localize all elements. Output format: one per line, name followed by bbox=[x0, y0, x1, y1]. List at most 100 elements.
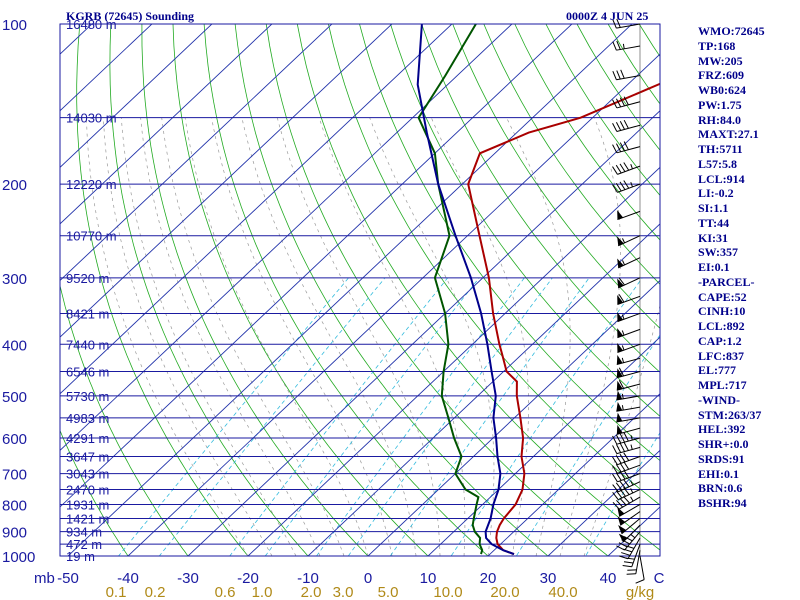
index-item: EHI:0.1 bbox=[698, 466, 740, 481]
isotherm bbox=[60, 24, 513, 451]
isotherm bbox=[547, 449, 660, 556]
moist-adiabat bbox=[86, 117, 249, 556]
index-item: TT:44 bbox=[698, 215, 730, 230]
index-item: KI:31 bbox=[698, 230, 728, 245]
dry-adiabat bbox=[109, 24, 309, 556]
index-item: WB0:624 bbox=[698, 83, 746, 97]
pressure-tick-label: 300 bbox=[2, 271, 27, 288]
isotherm bbox=[60, 24, 273, 225]
wind-barb bbox=[612, 162, 641, 175]
index-item: EI:0.1 bbox=[698, 260, 730, 274]
dry-adiabat bbox=[234, 24, 549, 556]
height-label: 8421 m bbox=[66, 306, 109, 321]
height-label: 1931 m bbox=[66, 497, 109, 512]
temperature-line bbox=[467, 82, 660, 556]
moist-adiabat bbox=[211, 117, 393, 556]
wind-barb bbox=[626, 550, 641, 575]
isotherm bbox=[127, 53, 660, 556]
index-item: LFC:837 bbox=[698, 348, 744, 363]
moist-adiabat bbox=[506, 117, 571, 556]
index-item: RH:84.0 bbox=[698, 112, 741, 127]
pressure-tick-label: 200 bbox=[2, 177, 27, 194]
height-label: 1421 m bbox=[66, 511, 109, 526]
mixing-ratio-line bbox=[389, 277, 590, 556]
wind-barb bbox=[617, 343, 641, 353]
pressure-tick-label: 700 bbox=[2, 467, 27, 484]
wind-barb bbox=[616, 401, 641, 412]
moist-adiabat bbox=[583, 304, 660, 556]
mixing-ratio-line bbox=[347, 277, 553, 556]
wind-barb bbox=[617, 277, 641, 289]
temperature-tick-label: -40 bbox=[117, 570, 139, 587]
index-item: LI:-0.2 bbox=[698, 186, 734, 201]
moist-adiabat bbox=[559, 117, 622, 556]
mixing-ratio-tick-label: 0.1 bbox=[106, 584, 127, 600]
mixing-ratio-line bbox=[316, 277, 525, 556]
index-item: MAXT:27.1 bbox=[698, 127, 759, 142]
wind-barb bbox=[612, 18, 641, 29]
wind-barb bbox=[616, 355, 641, 365]
parcel-line bbox=[416, 24, 515, 556]
index-item: FRZ:609 bbox=[698, 68, 744, 83]
pressure-tick-label: 100 bbox=[2, 17, 27, 34]
index-item: SHR+:0.0 bbox=[698, 437, 749, 451]
wind-barb bbox=[617, 235, 641, 247]
mixing-ratio-tick-label: 1.0 bbox=[252, 584, 273, 600]
mixing-ratio-line bbox=[264, 277, 480, 556]
wind-barb bbox=[617, 511, 641, 526]
moist-adiabat bbox=[140, 117, 321, 556]
wind-barb bbox=[617, 210, 641, 221]
height-label: 10770 m bbox=[66, 229, 117, 244]
isotherm bbox=[60, 24, 333, 282]
temperature-tick-label: 30 bbox=[540, 570, 557, 587]
mixing-ratio-tick-label: 3.0 bbox=[333, 584, 354, 600]
index-item: EL:777 bbox=[698, 363, 737, 378]
dry-adiabat bbox=[60, 429, 129, 556]
dry-adiabat bbox=[296, 24, 660, 551]
temperature-tick-label: 20 bbox=[480, 570, 497, 587]
index-item: TP:168 bbox=[698, 38, 736, 53]
height-label: 16480 m bbox=[66, 17, 117, 32]
mixing-ratio-line bbox=[450, 277, 643, 556]
dry-adiabat bbox=[60, 284, 189, 556]
wind-barb bbox=[618, 524, 641, 543]
index-item: SW:357 bbox=[698, 245, 739, 260]
wind-barb bbox=[612, 96, 641, 109]
index-item: SI:1.1 bbox=[698, 201, 729, 215]
wind-barb bbox=[616, 412, 641, 423]
wind-barb bbox=[616, 390, 641, 401]
mixing-ratio-line bbox=[117, 277, 349, 556]
mixing-ratio-tick-label: 20.0 bbox=[490, 584, 519, 600]
height-label: 934 m bbox=[66, 525, 102, 540]
wind-barb bbox=[618, 518, 641, 535]
mixing-ratio-tick-label: 0.2 bbox=[145, 584, 166, 600]
index-item: LCL:892 bbox=[698, 319, 745, 333]
wind-barb bbox=[612, 495, 641, 510]
isotherm bbox=[187, 110, 660, 556]
index-item: CAP:1.2 bbox=[698, 333, 742, 348]
mixing-ratio-tick-label: 2.0 bbox=[301, 584, 322, 600]
index-item: CAPE:52 bbox=[698, 289, 747, 304]
pressure-tick-label: 400 bbox=[2, 337, 27, 354]
index-item: L57:5.8 bbox=[698, 156, 737, 171]
height-label: 4291 m bbox=[66, 431, 109, 446]
mixing-ratio-tick-label: 10.0 bbox=[433, 584, 462, 600]
mixing-ratio-line bbox=[515, 334, 660, 556]
index-item: WMO:72645 bbox=[698, 24, 765, 38]
height-label: 4983 m bbox=[66, 411, 109, 426]
height-label: 6546 m bbox=[66, 365, 109, 380]
wind-barb bbox=[617, 504, 641, 517]
height-label: 12220 m bbox=[66, 177, 117, 192]
temperature-tick-label: -50 bbox=[57, 570, 79, 587]
height-label: 3043 m bbox=[66, 467, 109, 482]
dewpoint-line bbox=[417, 24, 484, 555]
dry-adiabat bbox=[265, 24, 609, 556]
moist-adiabat bbox=[369, 117, 495, 556]
height-label: 2470 m bbox=[66, 483, 109, 498]
index-item: HEL:392 bbox=[698, 422, 746, 437]
temperature-tick-label: -10 bbox=[297, 570, 319, 587]
temperature-tick-label: -20 bbox=[237, 570, 259, 587]
index-item: MPL:717 bbox=[698, 378, 747, 392]
wind-barb bbox=[612, 119, 641, 132]
temperature-tick-label: 10 bbox=[420, 570, 437, 587]
